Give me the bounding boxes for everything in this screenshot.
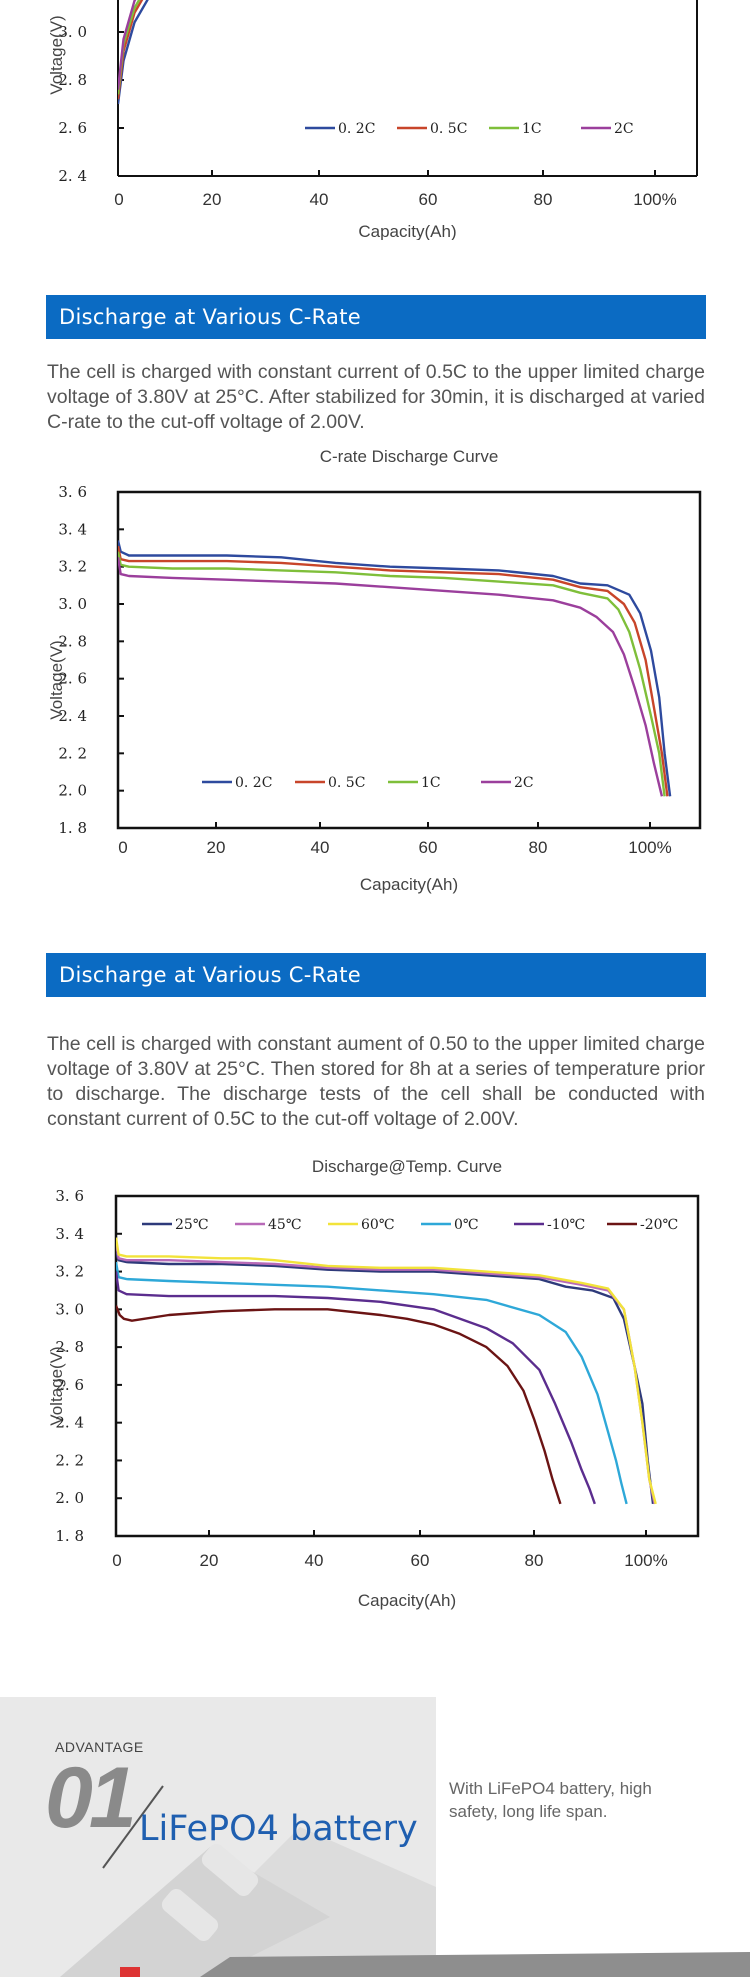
series-line (118, 0, 149, 105)
y-tick-label: 2. 0 (55, 1489, 84, 1507)
series-group (118, 540, 672, 797)
y-tick-label: 2. 6 (58, 670, 87, 688)
section-heading-temp: Discharge at Various C-Rate (46, 953, 706, 997)
series-line (118, 0, 141, 95)
y-tick-label: 2. 6 (58, 119, 87, 137)
y-tick-label: 3. 0 (55, 1300, 84, 1318)
advantage-section: ADVANTAGE 01 LiFePO4 battery With LiFePO… (0, 1697, 750, 1977)
y-tick-label: 3. 4 (58, 520, 87, 538)
y-tick-label: 2. 0 (58, 782, 87, 800)
series-group (118, 0, 149, 105)
advantage-description: With LiFePO4 battery, high safety, long … (449, 1779, 652, 1821)
x-tick-label: 100% (628, 838, 671, 857)
section-paragraph-temp: The cell is charged with constant aument… (47, 1033, 705, 1130)
x-tick-label: 60 (419, 838, 438, 857)
y-tick-label: 3. 2 (55, 1263, 84, 1281)
x-tick-label: 0 (118, 838, 127, 857)
x-tick-label: 20 (207, 838, 226, 857)
x-tick-label: 100% (633, 190, 676, 209)
x-tick-label: 40 (310, 190, 329, 209)
y-tick-label: 3. 6 (55, 1187, 84, 1205)
y-tick-label: 3. 2 (58, 558, 87, 576)
series-line (116, 1237, 657, 1505)
legend-label: 2C (514, 775, 534, 791)
x-axis-label: Capacity(Ah) (358, 1591, 456, 1610)
x-tick-label: 0 (112, 1551, 121, 1570)
series-line (116, 1261, 628, 1505)
x-axis-label: Capacity(Ah) (360, 875, 458, 894)
y-tick-label: 3. 4 (55, 1225, 84, 1243)
legend-label: 2C (614, 121, 634, 137)
legend-label: -10℃ (547, 1217, 585, 1233)
x-tick-label: 60 (411, 1551, 430, 1570)
x-tick-label: 60 (419, 190, 438, 209)
legend-label: 0℃ (454, 1217, 479, 1233)
y-tick-label: 2. 4 (58, 707, 87, 725)
x-axis-label: Capacity(Ah) (358, 222, 456, 240)
x-tick-label: 40 (311, 838, 330, 857)
legend-label: 0. 2C (338, 121, 375, 137)
x-tick-label: 20 (200, 1551, 219, 1570)
y-tick-label: 2. 4 (55, 1414, 84, 1432)
x-tick-label: 80 (534, 190, 553, 209)
temp-discharge-svg: Discharge@Temp. Curve 1. 8 2. 0 2. 2 2. 4 2. … (47, 1157, 700, 1610)
legend-label: 1C (421, 775, 441, 791)
y-tick-label: 3. 0 (58, 23, 87, 41)
advantage-number: 01 (45, 1750, 137, 1846)
legend-label: 25℃ (175, 1217, 208, 1233)
y-tick-label: 2. 4 (58, 167, 87, 185)
advantage-panel: ADVANTAGE 01 LiFePO4 battery (0, 1697, 436, 1977)
chart-title: Discharge@Temp. Curve (312, 1157, 502, 1176)
x-tick-label: 0 (114, 190, 123, 209)
section-heading-crate: Discharge at Various C-Rate (46, 295, 706, 339)
legend-label: 0. 5C (430, 121, 467, 137)
legend-label: 0. 5C (328, 775, 365, 791)
plot-frame (116, 490, 702, 830)
y-tick-label: 2. 2 (55, 1451, 84, 1469)
y-tick-label: 1. 8 (58, 819, 87, 837)
series-line (116, 1305, 562, 1505)
series-line (118, 551, 666, 797)
y-tick-label: 1. 8 (55, 1527, 84, 1545)
x-tick-label: 40 (305, 1551, 324, 1570)
advantage-title: LiFePO4 battery (139, 1809, 418, 1849)
x-tick-label: 100% (624, 1551, 667, 1570)
crate-discharge-svg: C-rate Discharge Curve 1. 8 2. 0 2. 2 2. 4 2.… (47, 447, 702, 894)
slash-divider (102, 1785, 164, 1869)
legend-label: -20℃ (640, 1217, 678, 1233)
y-axis-label: Voltage(V) (47, 640, 66, 719)
y-tick-label: 2. 8 (55, 1338, 84, 1356)
plot-frame (114, 1194, 700, 1538)
y-tick-label: 2. 2 (58, 744, 87, 762)
x-tick-label: 80 (529, 838, 548, 857)
charge-curve-chart: 2. 4 2. 6 2. 8 3. 0 0 20 40 60 80 100% Capacity(Ah… (0, 0, 750, 240)
section-paragraph-crate: The cell is charged with constant curren… (47, 361, 705, 433)
battery-illustration (60, 1827, 436, 1977)
legend-label: 45℃ (268, 1217, 301, 1233)
y-tick-label: 3. 0 (58, 595, 87, 613)
temp-discharge-chart: Discharge@Temp. Curve 1. 8 2. 0 2. 2 2. 4 2. … (0, 1148, 750, 1618)
y-tick-label: 2. 8 (58, 632, 87, 650)
y-axis-label: Voltage(V) (47, 1346, 66, 1425)
legend-label: 60℃ (361, 1217, 394, 1233)
advantage-label: ADVANTAGE (55, 1739, 144, 1755)
bottom-bar-graphic (120, 1952, 750, 1977)
y-tick-label: 2. 8 (58, 71, 87, 89)
series-line (118, 545, 669, 797)
series-line (118, 557, 664, 797)
series-line (118, 540, 672, 797)
series-group (116, 1237, 657, 1505)
y-tick-label: 2. 6 (55, 1376, 84, 1394)
legend-label: 1C (522, 121, 542, 137)
chart-title: C-rate Discharge Curve (320, 447, 499, 466)
legend-label: 0. 2C (235, 775, 272, 791)
x-tick-label: 80 (525, 1551, 544, 1570)
y-axis-label: Voltage(V) (47, 15, 66, 94)
series-line (118, 0, 137, 90)
x-tick-label: 20 (203, 190, 222, 209)
series-line (116, 1271, 596, 1505)
charge-curve-svg: 2. 4 2. 6 2. 8 3. 0 0 20 40 60 80 100% Capacity(Ah… (47, 0, 698, 240)
crate-discharge-chart: C-rate Discharge Curve 1. 8 2. 0 2. 2 2. 4 2.… (0, 440, 750, 910)
y-tick-label: 3. 6 (58, 483, 87, 501)
